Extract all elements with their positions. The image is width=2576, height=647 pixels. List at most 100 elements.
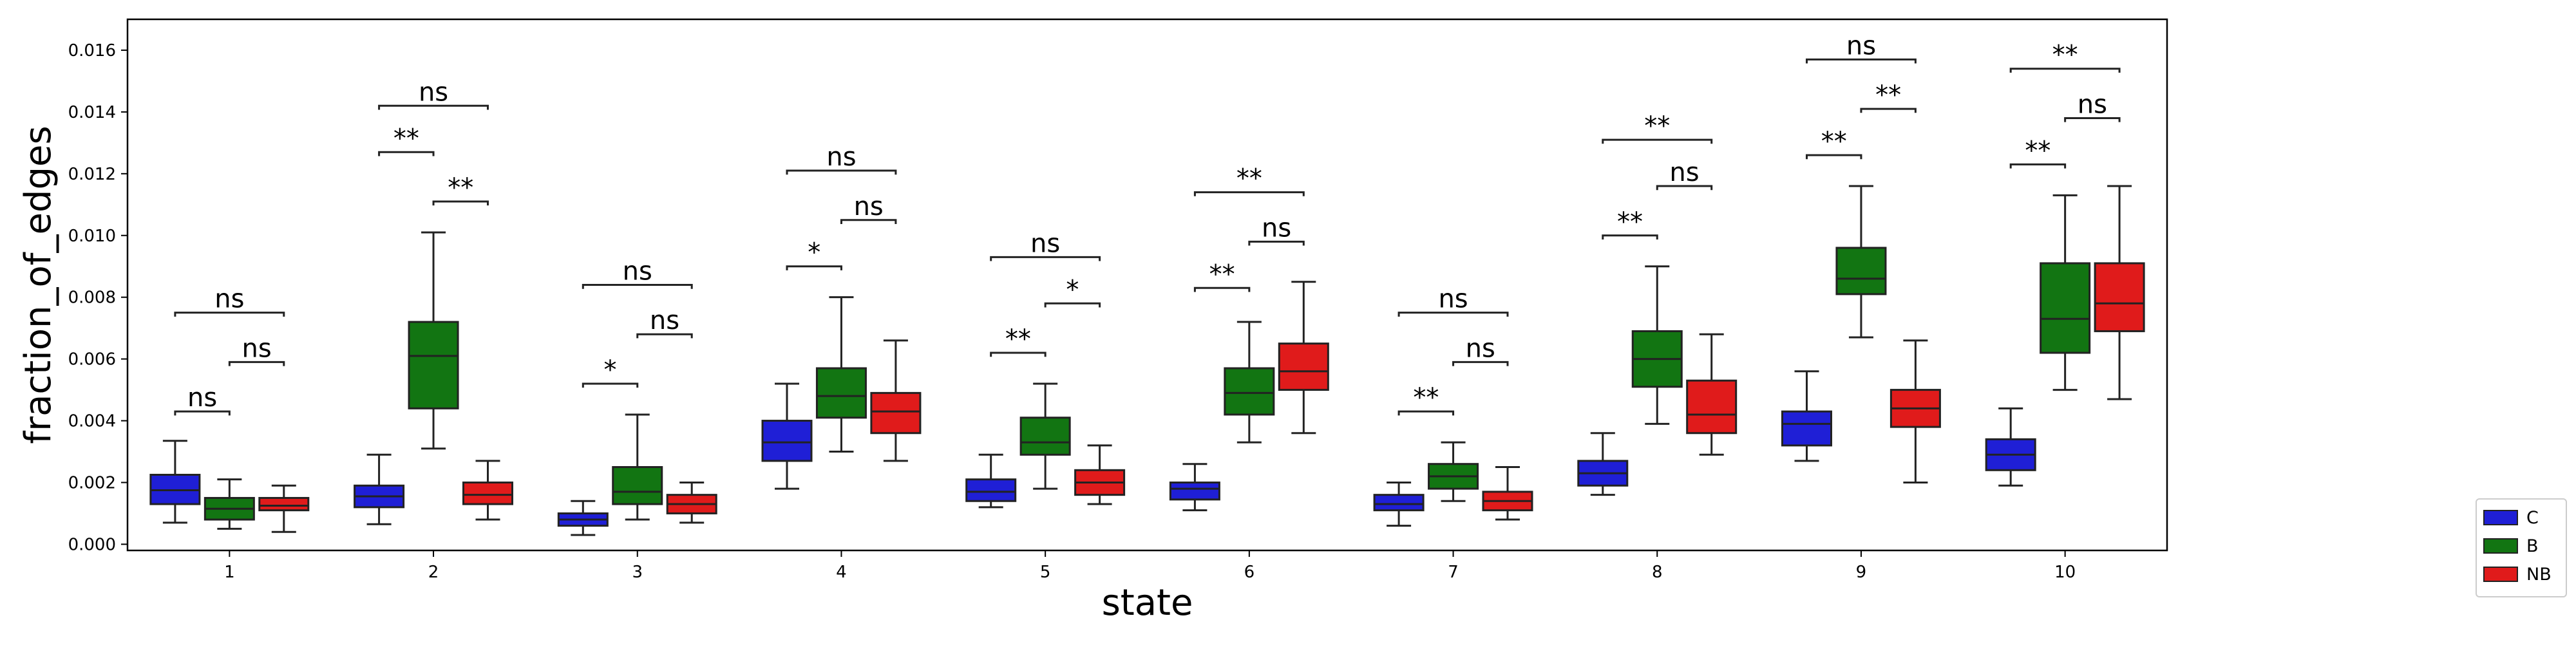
sig-label: ** xyxy=(1875,80,1901,110)
bracket-line xyxy=(2009,68,2121,73)
bracket-line xyxy=(1656,185,1713,191)
bracket-line xyxy=(378,151,435,156)
legend-label: NB xyxy=(2526,565,2552,585)
box-C-state-6 xyxy=(1169,463,1220,512)
y-tick-label: 0.014 xyxy=(68,103,116,122)
box-NB-state-9 xyxy=(1889,339,1941,483)
sig-bracket-state-5-C-NB: ns xyxy=(990,229,1101,261)
box-body xyxy=(761,420,813,462)
sig-label: * xyxy=(604,355,617,385)
box-body xyxy=(462,481,514,505)
legend-swatch xyxy=(2483,510,2518,525)
sig-bracket-state-8-C-B: ** xyxy=(1602,207,1658,239)
sig-bracket-state-1-C-B: ns xyxy=(174,383,231,416)
bracket-line xyxy=(174,410,231,416)
box-C-state-9 xyxy=(1781,370,1833,462)
x-tick-label: 10 xyxy=(2054,563,2076,582)
sig-bracket-state-9-C-NB: ns xyxy=(1806,31,1917,64)
box-body xyxy=(612,465,663,505)
box-body xyxy=(1686,379,1738,435)
sig-bracket-state-8-C-NB: ** xyxy=(1602,111,1713,144)
bracket-line xyxy=(582,284,693,289)
sig-bracket-state-5-B-NB: * xyxy=(1044,275,1101,308)
bracket-line xyxy=(786,265,842,270)
sig-label: ns xyxy=(1262,213,1291,243)
sig-bracket-state-4-B-NB: ns xyxy=(840,192,897,224)
sig-label: ns xyxy=(1030,229,1060,258)
y-tick-label: 0.000 xyxy=(68,535,116,554)
legend-label: C xyxy=(2526,508,2539,528)
box-B-state-1 xyxy=(204,478,255,530)
x-tick-label: 6 xyxy=(1244,563,1255,582)
bracket-line xyxy=(1452,361,1509,366)
sig-label: ns xyxy=(242,333,271,363)
box-B-state-2 xyxy=(408,231,459,450)
bracket-line xyxy=(1860,108,1917,113)
sig-label: ns xyxy=(214,285,244,314)
bracket-line xyxy=(2009,163,2067,169)
sig-label: ns xyxy=(1438,285,1468,314)
y-tick-label: 0.010 xyxy=(68,227,116,246)
box-B-state-5 xyxy=(1019,382,1071,490)
y-tick-label: 0.016 xyxy=(68,41,116,61)
sig-label: ns xyxy=(1669,158,1699,187)
sig-label: ns xyxy=(650,306,679,335)
sig-bracket-state-9-B-NB: ** xyxy=(1860,80,1917,113)
bracket-line xyxy=(1397,410,1455,416)
bracket-line xyxy=(1044,302,1101,308)
y-tick-label: 0.006 xyxy=(68,350,116,370)
box-B-state-10 xyxy=(2040,194,2091,391)
bracket-line xyxy=(1193,286,1251,292)
y-axis-title: fraction_of_edges xyxy=(17,126,59,444)
sig-label: ** xyxy=(1644,111,1670,141)
x-tick-label: 7 xyxy=(1448,563,1459,582)
sig-bracket-state-7-C-B: ** xyxy=(1397,383,1455,416)
sig-label: ** xyxy=(1005,324,1031,354)
legend-swatch xyxy=(2483,567,2518,582)
box-body xyxy=(1169,481,1220,501)
sig-bracket-state-2-C-B: ** xyxy=(378,124,435,156)
box-NB-state-6 xyxy=(1278,281,1329,435)
sig-bracket-state-3-C-B: * xyxy=(582,355,639,388)
sig-bracket-state-9-C-B: ** xyxy=(1806,127,1862,160)
x-tick-label: 5 xyxy=(1040,563,1051,582)
box-NB-state-7 xyxy=(1482,465,1533,521)
box-B-state-3 xyxy=(612,413,663,521)
sig-label: ** xyxy=(1617,207,1643,237)
bracket-line xyxy=(1602,234,1658,239)
box-body xyxy=(965,478,1017,502)
legend-entry-NB: NB xyxy=(2483,565,2552,585)
box-body xyxy=(1835,247,1887,295)
x-tick-label: 8 xyxy=(1652,563,1663,582)
box-NB-state-4 xyxy=(870,339,922,462)
box-C-state-1 xyxy=(149,440,201,524)
box-NB-state-1 xyxy=(258,484,310,533)
sig-label: ** xyxy=(1821,127,1847,156)
x-axis-title: state xyxy=(1102,582,1193,624)
box-body xyxy=(1019,417,1071,456)
bracket-line xyxy=(1806,154,1862,160)
sig-bracket-state-10-B-NB: ns xyxy=(2064,89,2121,122)
bracket-line xyxy=(228,361,285,366)
x-tick-label: 2 xyxy=(428,563,439,582)
box-NB-state-3 xyxy=(666,481,717,524)
bracket-line xyxy=(990,352,1046,357)
box-body xyxy=(1373,494,1425,512)
legend-label: B xyxy=(2526,536,2539,556)
legend: CB NB xyxy=(2476,498,2567,597)
bracket-line xyxy=(1602,138,1713,144)
y-tick-label: 0.004 xyxy=(68,412,116,431)
y-tick-label: 0.002 xyxy=(68,473,116,492)
sig-label: * xyxy=(808,238,820,268)
sig-bracket-state-2-C-NB: ns xyxy=(378,77,489,110)
bracket-line xyxy=(432,200,489,206)
box-C-state-2 xyxy=(354,453,405,525)
box-body xyxy=(815,367,867,419)
bracket-line xyxy=(840,219,897,224)
sig-label: ** xyxy=(448,173,473,203)
box-C-state-10 xyxy=(1985,407,2036,487)
axes: 0.000 0.002 0.004 0.006 0.008 0.010 0.012 0.014… xyxy=(68,18,2168,582)
bracket-line xyxy=(1806,58,1917,64)
plot-frame xyxy=(126,18,2168,552)
